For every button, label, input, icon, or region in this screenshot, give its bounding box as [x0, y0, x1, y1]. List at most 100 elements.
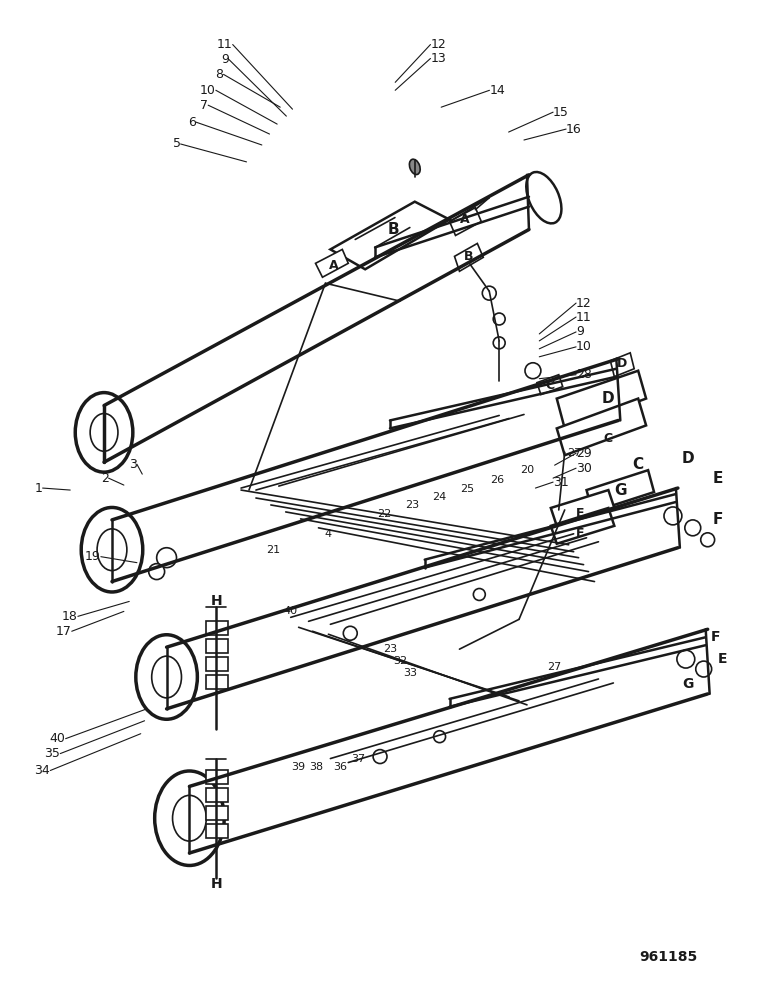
- Text: C: C: [632, 457, 644, 472]
- Text: 7: 7: [200, 99, 208, 112]
- Text: C: C: [604, 432, 613, 445]
- Polygon shape: [550, 508, 615, 544]
- Text: 23: 23: [383, 644, 397, 654]
- Text: 39: 39: [292, 762, 306, 772]
- Text: 11: 11: [576, 311, 592, 324]
- Text: A: A: [459, 213, 469, 226]
- Text: F: F: [713, 512, 723, 527]
- Ellipse shape: [701, 533, 715, 547]
- Ellipse shape: [527, 172, 561, 223]
- Text: C: C: [545, 379, 554, 392]
- Text: 40: 40: [283, 606, 298, 616]
- Ellipse shape: [473, 589, 486, 600]
- Text: 9: 9: [221, 53, 229, 66]
- Bar: [206, 657, 229, 671]
- Text: 12: 12: [576, 297, 592, 310]
- Text: G: G: [614, 483, 627, 498]
- Ellipse shape: [157, 548, 177, 568]
- Polygon shape: [557, 371, 646, 428]
- Ellipse shape: [97, 529, 127, 571]
- Text: 23: 23: [405, 500, 419, 510]
- Ellipse shape: [344, 626, 357, 640]
- Text: 2: 2: [100, 472, 109, 485]
- Text: 34: 34: [35, 764, 50, 777]
- Text: B: B: [464, 250, 473, 263]
- Polygon shape: [611, 353, 635, 377]
- Text: 37: 37: [351, 754, 365, 764]
- Polygon shape: [557, 399, 646, 455]
- Text: E: E: [577, 507, 585, 520]
- Polygon shape: [316, 249, 348, 277]
- Text: 30: 30: [576, 462, 592, 475]
- Text: 40: 40: [49, 732, 66, 745]
- Ellipse shape: [149, 564, 164, 580]
- Bar: [206, 770, 229, 784]
- Ellipse shape: [696, 661, 712, 677]
- Text: D: D: [617, 357, 628, 370]
- Bar: [206, 639, 229, 653]
- Text: 36: 36: [334, 762, 347, 772]
- Text: F: F: [711, 630, 720, 644]
- Text: F: F: [577, 527, 585, 540]
- Text: 8: 8: [215, 68, 224, 81]
- Polygon shape: [330, 202, 449, 269]
- Text: 3: 3: [129, 458, 137, 471]
- Text: E: E: [713, 471, 723, 486]
- Bar: [206, 675, 229, 689]
- Bar: [206, 824, 229, 838]
- Text: 24: 24: [432, 492, 447, 502]
- Text: 4: 4: [325, 529, 332, 539]
- Text: 961185: 961185: [639, 950, 697, 964]
- Ellipse shape: [152, 656, 181, 698]
- Text: 10: 10: [576, 340, 592, 353]
- Ellipse shape: [81, 507, 143, 592]
- Text: 15: 15: [553, 106, 569, 119]
- Text: 18: 18: [62, 610, 78, 623]
- Ellipse shape: [373, 750, 387, 764]
- Text: 13: 13: [431, 52, 446, 65]
- Polygon shape: [455, 243, 483, 271]
- Text: 1: 1: [35, 482, 42, 495]
- Text: 31: 31: [553, 476, 569, 489]
- Text: G: G: [682, 677, 693, 691]
- Text: 9: 9: [576, 325, 584, 338]
- Text: 22: 22: [377, 509, 391, 519]
- Ellipse shape: [525, 363, 541, 379]
- Text: 6: 6: [188, 116, 196, 129]
- Polygon shape: [537, 375, 563, 395]
- Text: D: D: [602, 391, 615, 406]
- Text: H: H: [211, 877, 222, 891]
- Text: 26: 26: [490, 475, 504, 485]
- Text: 20: 20: [520, 465, 534, 475]
- Text: 35: 35: [44, 747, 60, 760]
- Text: 10: 10: [200, 84, 216, 97]
- Text: 27: 27: [567, 448, 582, 458]
- Text: 27: 27: [547, 662, 561, 672]
- Ellipse shape: [493, 313, 505, 325]
- Text: 38: 38: [310, 762, 323, 772]
- Text: 5: 5: [173, 137, 181, 150]
- Bar: [206, 788, 229, 802]
- Ellipse shape: [664, 507, 682, 525]
- Text: 21: 21: [266, 545, 280, 555]
- Ellipse shape: [154, 771, 224, 865]
- Ellipse shape: [493, 337, 505, 349]
- Text: 32: 32: [393, 656, 407, 666]
- Ellipse shape: [482, 286, 496, 300]
- Ellipse shape: [90, 413, 118, 451]
- Ellipse shape: [75, 393, 133, 472]
- Text: 29: 29: [576, 447, 592, 460]
- Text: 16: 16: [566, 123, 582, 136]
- Text: A: A: [329, 259, 338, 272]
- Text: D: D: [682, 451, 694, 466]
- Ellipse shape: [434, 731, 445, 743]
- Text: 33: 33: [403, 668, 417, 678]
- Polygon shape: [587, 470, 654, 512]
- Text: 28: 28: [576, 368, 592, 381]
- Text: 25: 25: [460, 484, 475, 494]
- Text: 17: 17: [56, 625, 72, 638]
- Polygon shape: [449, 208, 481, 235]
- Text: 19: 19: [85, 550, 101, 563]
- Ellipse shape: [409, 159, 420, 175]
- Bar: [206, 806, 229, 820]
